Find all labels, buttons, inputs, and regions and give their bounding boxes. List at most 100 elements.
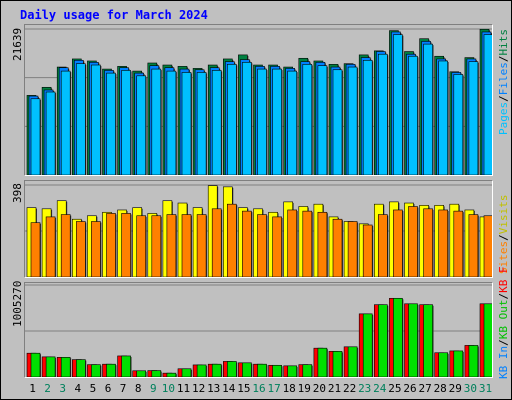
sites-bar: [106, 213, 117, 277]
x-tick-label: 19: [297, 382, 311, 395]
sites-bar: [211, 208, 223, 277]
pages-bar: [151, 68, 162, 175]
kb-out-bar: [408, 303, 419, 377]
kb-out-bar: [347, 346, 359, 377]
sites-bar: [347, 221, 359, 277]
x-tick-label: 31: [478, 382, 493, 395]
sites-bar: [60, 214, 72, 277]
sites-bar: [272, 216, 283, 277]
legend-entry: KB Out: [497, 299, 510, 340]
pages-bar: [393, 34, 404, 175]
sites-bar: [196, 214, 208, 277]
kb-out-bar: [377, 304, 389, 377]
kb-out-bar: [423, 304, 434, 377]
kb-out-bar: [45, 356, 57, 377]
sites-bar: [227, 203, 238, 277]
x-tick-label: 24: [373, 382, 387, 395]
top-max-label: 21639: [11, 27, 24, 61]
x-tick-label: 28: [433, 382, 447, 395]
pages-bar: [347, 66, 359, 175]
pages-bar: [317, 65, 328, 175]
x-tick-label: 1: [29, 382, 36, 395]
sites-bar: [45, 216, 57, 277]
x-tick-label: 9: [149, 382, 157, 395]
kb-out-bar: [30, 352, 41, 377]
kb-out-bar: [227, 361, 238, 377]
pages-bar: [257, 68, 268, 175]
x-tick-label: 26: [403, 382, 417, 395]
sites-bar: [468, 214, 479, 277]
kb-out-bar: [272, 364, 283, 377]
pages-bar: [211, 70, 223, 175]
sites-bar: [30, 222, 41, 277]
x-tick-label: 17: [267, 382, 281, 395]
kb-out-bar: [181, 368, 192, 377]
x-tick-label: 15: [237, 382, 251, 395]
kb-out-bar: [332, 351, 343, 377]
pages-bar: [453, 74, 464, 175]
pages-bar: [423, 43, 434, 175]
pages-bar: [302, 64, 313, 175]
legend-entry: /: [497, 339, 510, 346]
pages-bar: [121, 70, 132, 175]
kb-chart: [25, 284, 492, 377]
sites-bar: [332, 218, 343, 277]
pages-bar: [75, 63, 87, 175]
sites-bar: [393, 209, 404, 277]
x-tick-label: 22: [342, 382, 357, 395]
pages-bar: [242, 62, 253, 175]
top-legend: Pages/Files/Hits: [497, 29, 510, 135]
pages-bar: [45, 91, 57, 175]
kb-out-bar: [257, 363, 268, 377]
sites-bar: [287, 209, 298, 277]
kb-out-bar: [242, 362, 253, 377]
sites-bar: [242, 210, 253, 277]
hits-files-pages-panel: [24, 24, 493, 176]
kb-out-bar: [151, 370, 162, 377]
pages-bar: [483, 34, 492, 175]
kb-out-bar: [166, 372, 177, 377]
pages-bar: [196, 72, 208, 175]
sites-bar: [483, 215, 492, 277]
pages-bar: [468, 61, 479, 175]
sites-bar: [136, 215, 147, 277]
x-tick-label: 21: [327, 382, 342, 395]
visits-sites-panel: [24, 180, 493, 278]
kb-out-bar: [121, 355, 132, 377]
kb-out-bar: [317, 347, 328, 377]
pages-bar: [287, 70, 298, 175]
kb-out-bar: [75, 359, 87, 377]
x-tick-label: 16: [252, 382, 266, 395]
pages-bar: [227, 64, 238, 175]
x-tick-label: 2: [44, 382, 51, 395]
x-tick-label: 13: [207, 382, 221, 395]
x-tick-label: 18: [282, 382, 296, 395]
x-tick-label: 12: [191, 382, 206, 395]
hits-files-pages-chart: [25, 28, 492, 175]
sites-bar: [408, 206, 419, 277]
kb-out-bar: [362, 313, 374, 377]
pages-bar: [332, 69, 343, 175]
legend-entry: /: [497, 234, 510, 241]
x-tick-label: 6: [104, 382, 112, 395]
x-tick-label: 29: [448, 382, 462, 395]
pages-bar: [60, 70, 72, 175]
pages-bar: [136, 75, 147, 175]
sites-bar: [362, 224, 374, 277]
x-tick-label: 23: [358, 382, 372, 395]
x-tick-label: 25: [388, 382, 402, 395]
bottom-legend: KB In/KB Out/KB F: [497, 266, 510, 379]
chart-title: Daily usage for March 2024: [20, 8, 208, 22]
pages-bar: [166, 70, 177, 175]
bottom-max-label: 1005270: [11, 280, 24, 327]
legend-entry: Pages: [497, 101, 510, 135]
x-tick-label: 20: [312, 382, 327, 395]
pages-bar: [438, 60, 449, 175]
kb-out-bar: [60, 357, 72, 377]
pages-bar: [181, 72, 192, 175]
legend-entry: Files: [497, 62, 510, 96]
x-tick-label: 30: [463, 382, 478, 395]
x-tick-label: 10: [161, 382, 176, 395]
kb-out-bar: [287, 365, 298, 377]
